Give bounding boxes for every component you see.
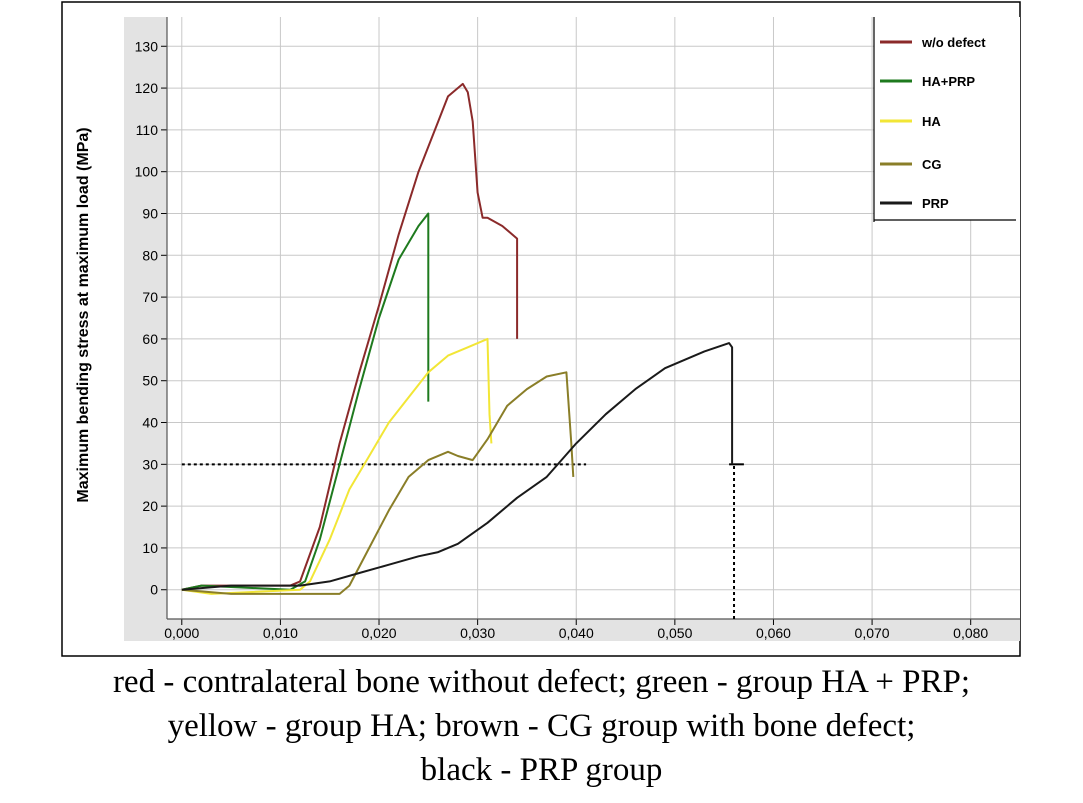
legend-label: w/o defect xyxy=(921,35,986,50)
legend: w/o defect HA+PRP HA CG PRP xyxy=(873,17,1020,222)
y-tick-label: 60 xyxy=(142,331,158,347)
y-tick-label: 110 xyxy=(136,122,159,138)
x-tick-label: 0,000 xyxy=(164,625,199,641)
x-tick-label: 0,020 xyxy=(361,625,396,641)
x-tick-label: 0,070 xyxy=(855,625,890,641)
series-line-w-o-defect xyxy=(181,82,519,591)
x-tick-label: 0,050 xyxy=(657,625,692,641)
y-tick-label: 50 xyxy=(142,373,158,389)
caption-line-2: yellow - group HA; brown - CG group with… xyxy=(167,708,916,744)
reference-lines xyxy=(181,463,744,619)
series-line-cg xyxy=(181,371,575,595)
x-tick-label: 0,060 xyxy=(756,625,791,641)
x-tick-label: 0,030 xyxy=(460,625,495,641)
y-tick-label: 30 xyxy=(142,456,158,472)
legend-label: HA+PRP xyxy=(922,74,975,89)
y-tick-label: 90 xyxy=(142,205,158,221)
legend-label: CG xyxy=(922,157,942,172)
y-tick-label: 130 xyxy=(135,38,159,54)
bending-stress-chart: 0 10 20 30 40 50 60 70 80 90 100 110 120 130 0,000 0,01… xyxy=(61,1,1021,657)
series-line-ha-prp xyxy=(181,212,430,591)
y-tick-label: 40 xyxy=(142,415,158,431)
y-axis-label: Maximum bending stress at maximum load (… xyxy=(75,127,92,502)
figure-caption: red - contralateral bone without defect;… xyxy=(0,660,1083,792)
legend-label: PRP xyxy=(922,196,949,211)
x-tick-label: 0,040 xyxy=(559,625,594,641)
y-tick-label: 70 xyxy=(142,289,158,305)
x-tick-label: 0,010 xyxy=(263,625,298,641)
y-tick-label: 10 xyxy=(142,540,158,556)
caption-line-3: black - PRP group xyxy=(420,752,663,788)
series-line-prp xyxy=(181,342,734,591)
x-tick-label: 0,080 xyxy=(953,625,988,641)
y-tick-label: 80 xyxy=(142,247,158,263)
y-tick-label: 0 xyxy=(150,582,158,598)
axis-ticks: 0 10 20 30 40 50 60 70 80 90 100 110 120 130 0,000 0,01… xyxy=(135,17,1020,641)
series-line-ha xyxy=(181,337,493,595)
legend-box xyxy=(874,17,1020,220)
legend-label: HA xyxy=(922,114,941,129)
caption-line-1: red - contralateral bone without defect;… xyxy=(112,664,971,700)
y-tick-label: 100 xyxy=(135,164,159,180)
data-series xyxy=(181,82,734,595)
y-tick-label: 20 xyxy=(142,498,158,514)
y-tick-label: 120 xyxy=(135,80,159,96)
